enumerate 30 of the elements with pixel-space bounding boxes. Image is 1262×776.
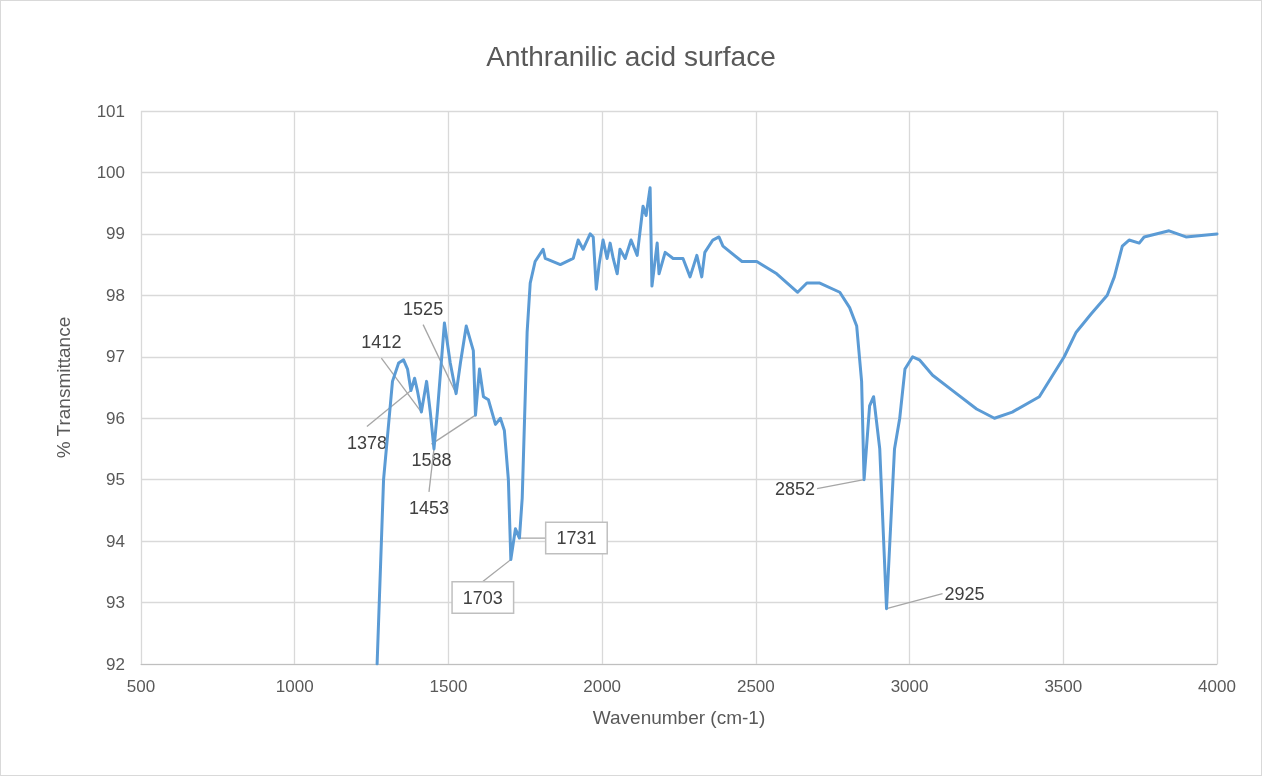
annotation: 1525 xyxy=(403,298,444,319)
chart-title: Anthranilic acid surface xyxy=(486,40,776,72)
x-tick-label: 3000 xyxy=(890,677,929,696)
y-tick-label: 96 xyxy=(106,408,125,428)
x-tick-label: 3500 xyxy=(1044,677,1083,696)
y-axis-title: % Transmittance xyxy=(53,316,74,459)
annotation: 2852 xyxy=(775,478,816,499)
annotation: 1453 xyxy=(408,497,449,518)
y-tick-label: 94 xyxy=(106,531,125,551)
y-tick-label: 95 xyxy=(106,470,125,490)
x-tick-label: 2500 xyxy=(736,677,775,696)
annotation: 1378 xyxy=(346,432,387,453)
x-tick-label: 1500 xyxy=(429,677,468,696)
annotation: 1412 xyxy=(361,332,402,353)
x-tick-label: 500 xyxy=(126,677,156,696)
y-tick-label: 92 xyxy=(106,654,125,674)
annotation: 2925 xyxy=(944,583,985,604)
annotation: 1703 xyxy=(462,587,503,608)
y-tick-label: 93 xyxy=(106,593,125,613)
y-tick-label: 100 xyxy=(96,162,125,182)
y-tick-label: 97 xyxy=(106,347,125,367)
annotation: 1588 xyxy=(411,450,452,471)
x-tick-label: 2000 xyxy=(583,677,622,696)
annotation: 1731 xyxy=(556,528,597,549)
x-tick-label: 4000 xyxy=(1198,677,1236,696)
x-axis-title: Wavenumber (cm-1) xyxy=(592,707,766,728)
y-tick-label: 99 xyxy=(106,224,125,244)
x-tick-label: 1000 xyxy=(275,677,314,696)
y-tick-label: 98 xyxy=(106,285,125,305)
y-tick-label: 101 xyxy=(96,101,125,121)
